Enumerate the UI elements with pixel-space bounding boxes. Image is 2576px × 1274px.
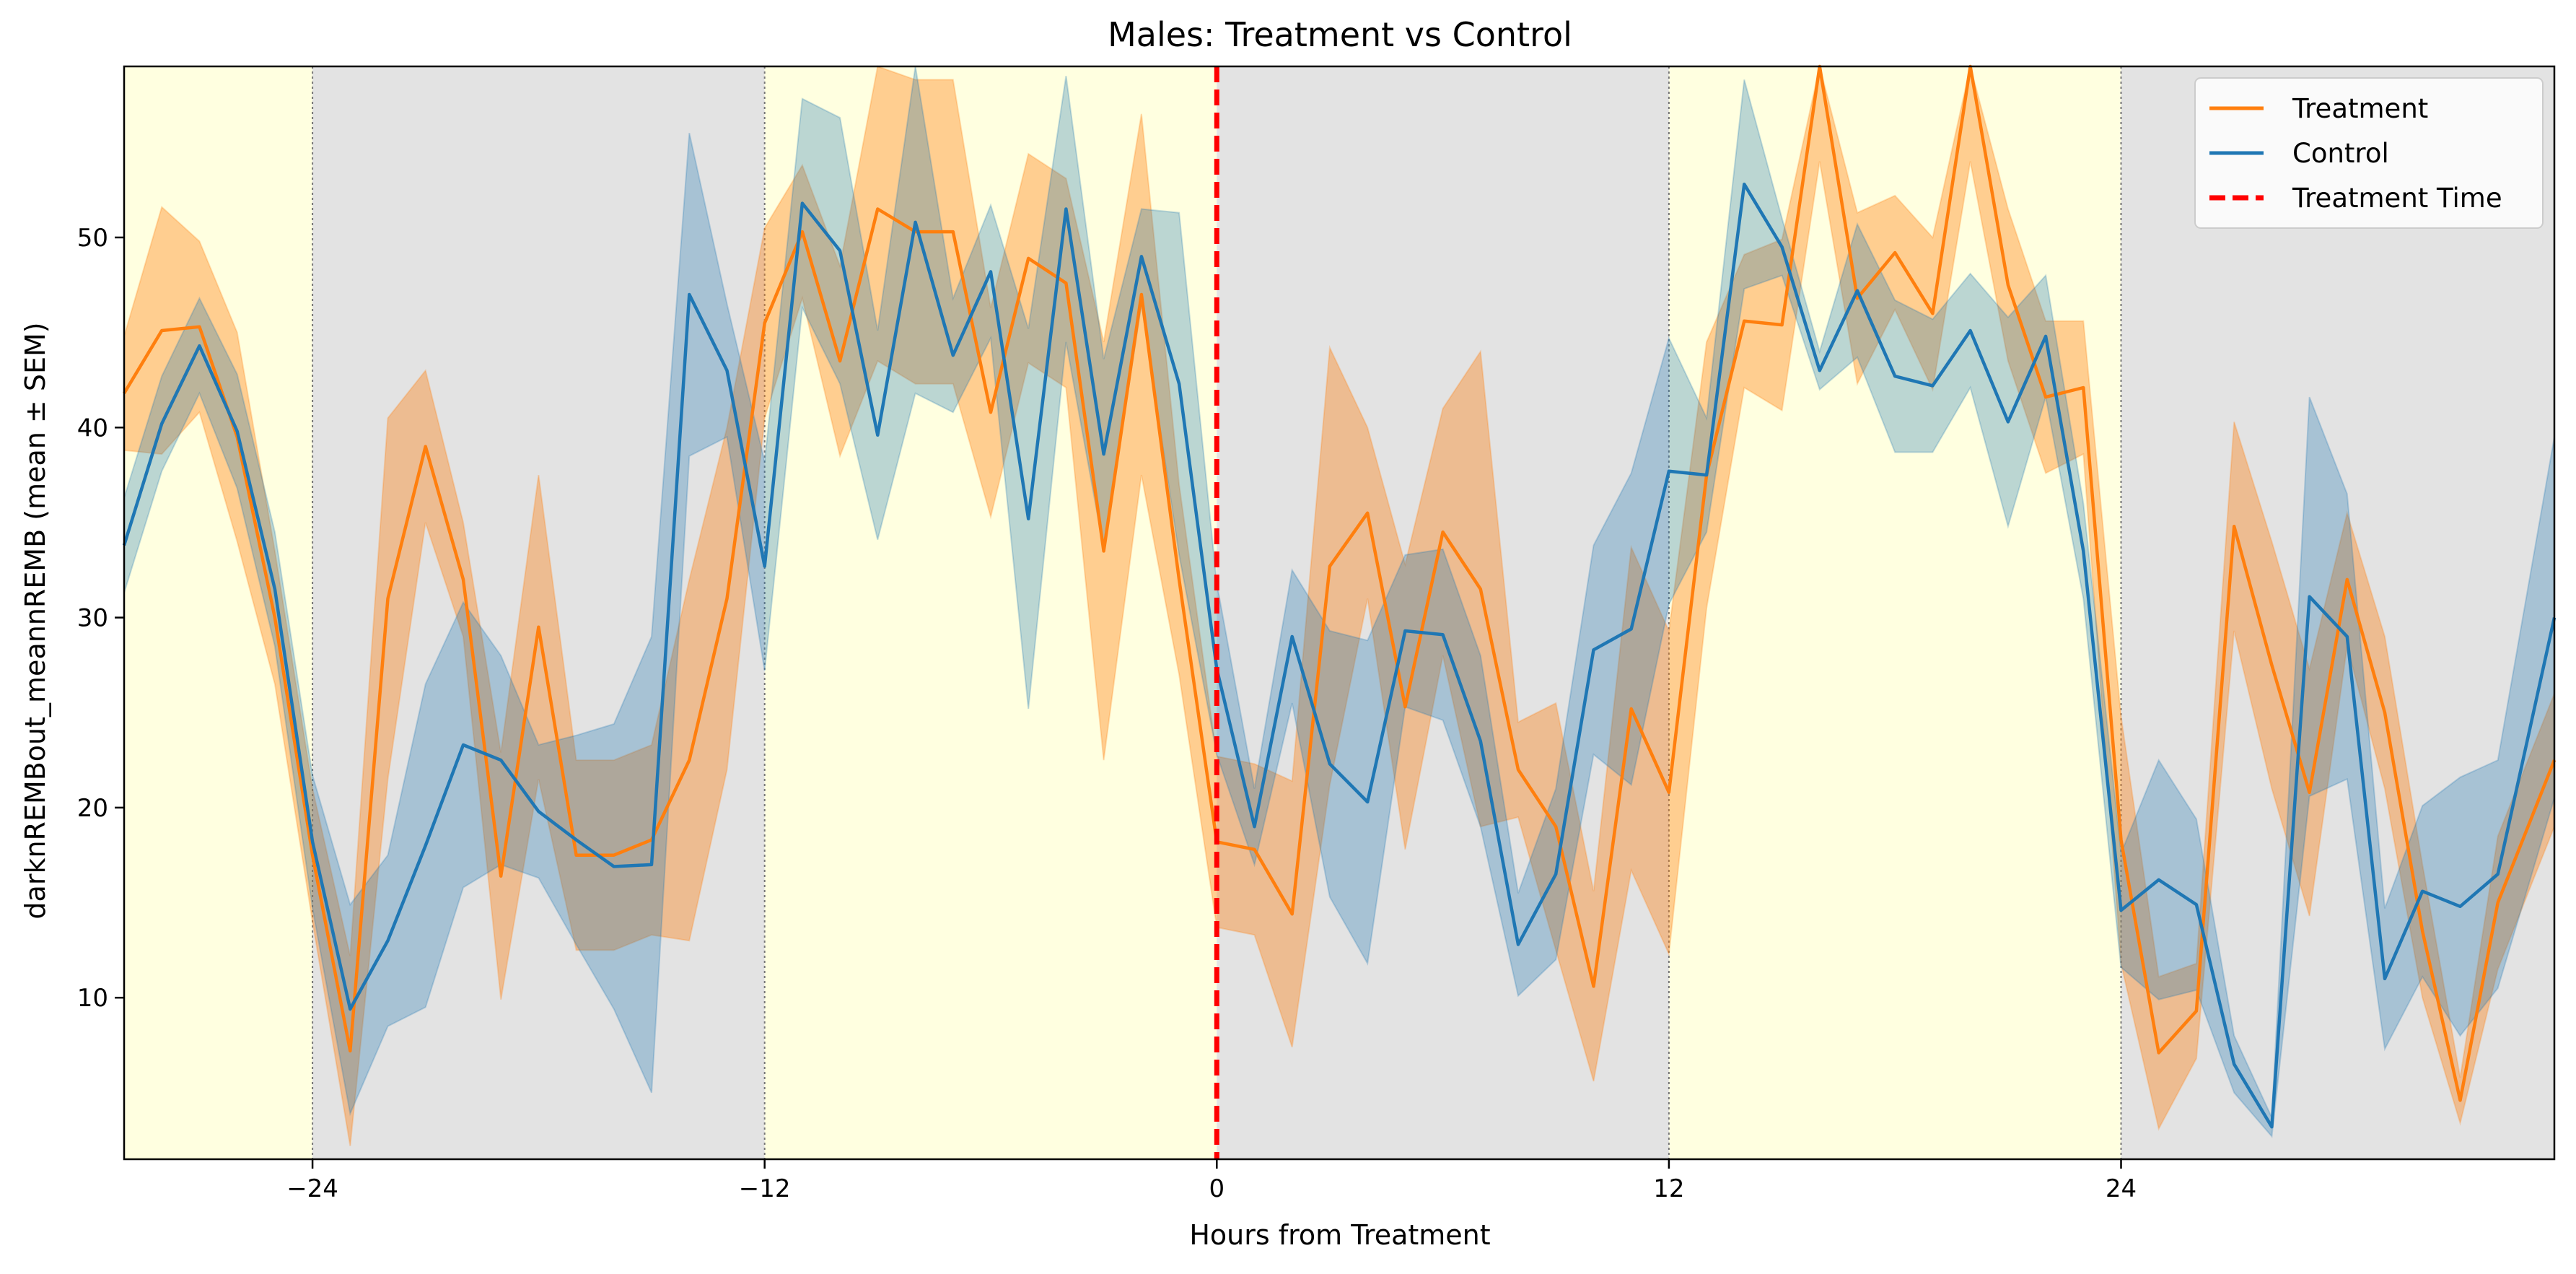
y-axis-ticks: 10 20 30 40 50 (77, 224, 124, 1013)
phase-band-light (1668, 66, 2121, 1159)
y-tick-label: 10 (77, 984, 108, 1013)
x-axis-ticks: −24 −12 0 12 24 (286, 1159, 2137, 1203)
x-tick-label: −24 (286, 1174, 338, 1203)
chart-title: Males: Treatment vs Control (1108, 15, 1572, 54)
y-tick-label: 40 (77, 414, 108, 442)
plot-frame (123, 65, 2556, 1161)
y-tick-label: 20 (77, 794, 108, 823)
x-tick-label: −12 (739, 1174, 791, 1203)
phase-band-light (124, 66, 313, 1159)
x-tick-label: 12 (1653, 1174, 1684, 1203)
legend-label-control: Control (2292, 138, 2389, 169)
phase-boundaries (312, 66, 2122, 1159)
y-tick-label: 30 (77, 604, 108, 633)
legend-label-treatment: Treatment (2292, 93, 2428, 124)
series-lines (122, 64, 2557, 1129)
series-line-control (122, 182, 2557, 1129)
y-axis-title: darknREMBout_meannREMB (mean ± SEM) (19, 322, 51, 919)
legend: Treatment Control Treatment Time (2194, 77, 2544, 229)
phase-bands (124, 66, 2554, 1159)
y-tick-label: 50 (77, 224, 108, 253)
x-axis-title: Hours from Treatment (1189, 1219, 1490, 1251)
x-tick-label: 24 (2106, 1174, 2137, 1203)
x-tick-label: 0 (1209, 1174, 1225, 1203)
legend-label-treatment-time: Treatment Time (2292, 183, 2502, 214)
series-line-treatment (123, 64, 2557, 1102)
legend-box (2194, 77, 2544, 229)
